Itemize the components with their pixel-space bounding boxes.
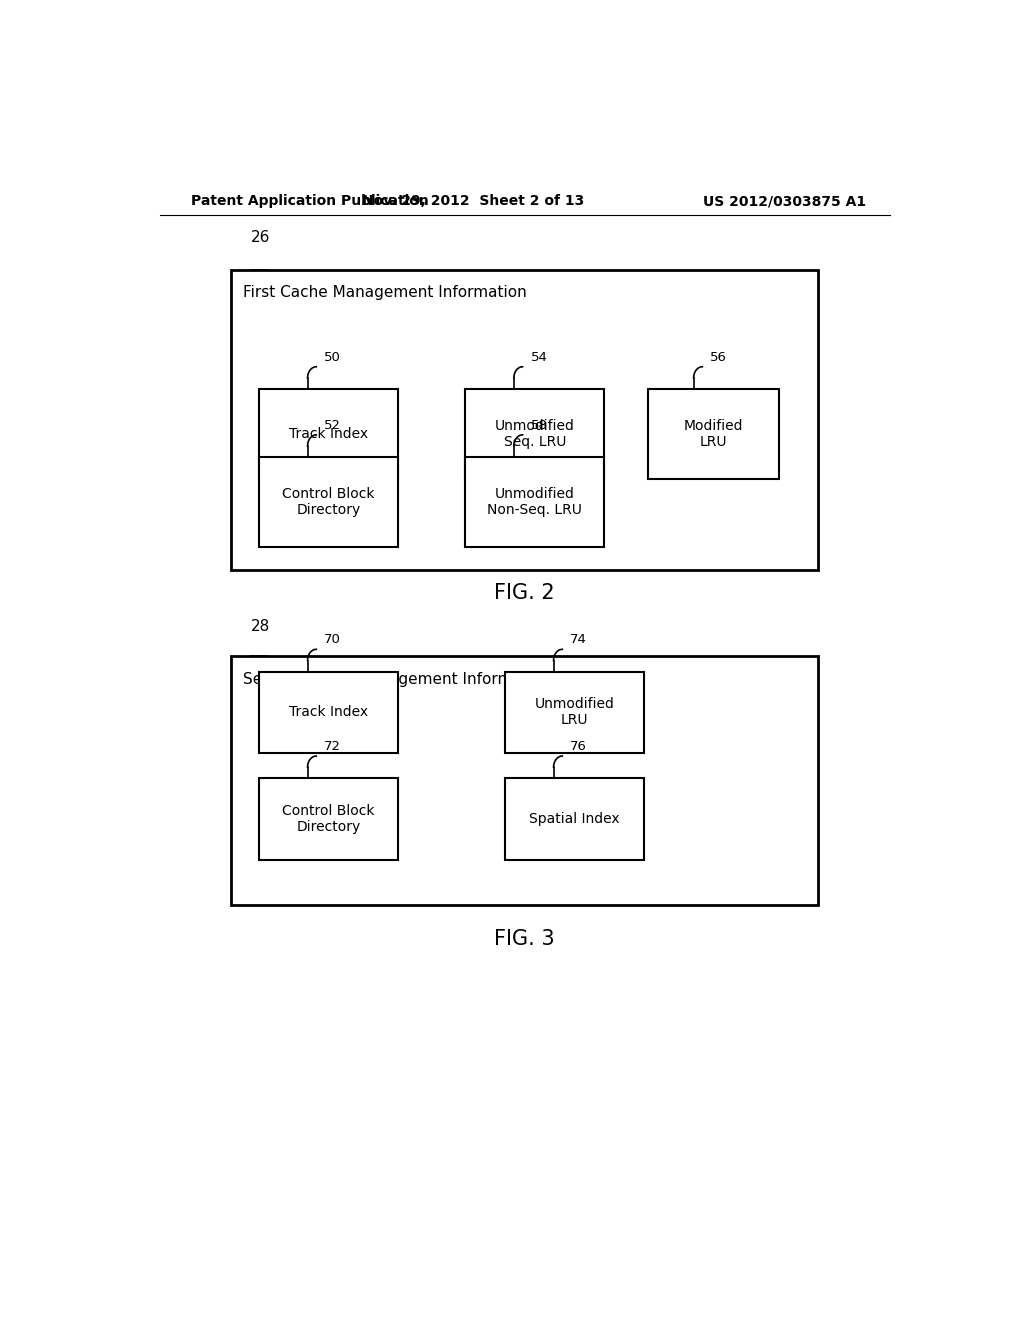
- Text: Nov. 29, 2012  Sheet 2 of 13: Nov. 29, 2012 Sheet 2 of 13: [362, 194, 585, 209]
- Text: 28: 28: [251, 619, 270, 634]
- FancyBboxPatch shape: [648, 389, 779, 479]
- FancyBboxPatch shape: [231, 271, 818, 570]
- Text: Control Block
Directory: Control Block Directory: [283, 487, 375, 517]
- Text: US 2012/0303875 A1: US 2012/0303875 A1: [702, 194, 866, 209]
- Text: Unmodified
LRU: Unmodified LRU: [535, 697, 614, 727]
- Text: Unmodified
Seq. LRU: Unmodified Seq. LRU: [495, 418, 574, 449]
- FancyBboxPatch shape: [231, 656, 818, 906]
- FancyBboxPatch shape: [505, 672, 644, 752]
- Text: 72: 72: [325, 741, 341, 752]
- Text: Track Index: Track Index: [289, 426, 368, 441]
- Text: 76: 76: [570, 741, 587, 752]
- Text: Control Block
Directory: Control Block Directory: [283, 804, 375, 834]
- Text: FIG. 2: FIG. 2: [495, 583, 555, 603]
- Text: FIG. 3: FIG. 3: [495, 929, 555, 949]
- FancyBboxPatch shape: [259, 779, 397, 859]
- Text: Second Cache Management Information: Second Cache Management Information: [243, 672, 551, 686]
- FancyBboxPatch shape: [259, 672, 397, 752]
- Text: 50: 50: [325, 351, 341, 364]
- Text: 26: 26: [251, 230, 270, 244]
- Text: 74: 74: [570, 634, 587, 647]
- FancyBboxPatch shape: [505, 779, 644, 859]
- Text: 52: 52: [325, 418, 341, 432]
- Text: 70: 70: [325, 634, 341, 647]
- FancyBboxPatch shape: [465, 389, 604, 479]
- Text: Patent Application Publication: Patent Application Publication: [191, 194, 429, 209]
- Text: Spatial Index: Spatial Index: [529, 812, 620, 826]
- Text: First Cache Management Information: First Cache Management Information: [243, 285, 526, 301]
- FancyBboxPatch shape: [465, 457, 604, 546]
- Text: 56: 56: [711, 351, 727, 364]
- FancyBboxPatch shape: [259, 389, 397, 479]
- Text: 54: 54: [530, 351, 548, 364]
- FancyBboxPatch shape: [259, 457, 397, 546]
- Text: Unmodified
Non-Seq. LRU: Unmodified Non-Seq. LRU: [487, 487, 583, 517]
- Text: Track Index: Track Index: [289, 705, 368, 719]
- Text: 58: 58: [530, 418, 548, 432]
- Text: Modified
LRU: Modified LRU: [684, 418, 743, 449]
